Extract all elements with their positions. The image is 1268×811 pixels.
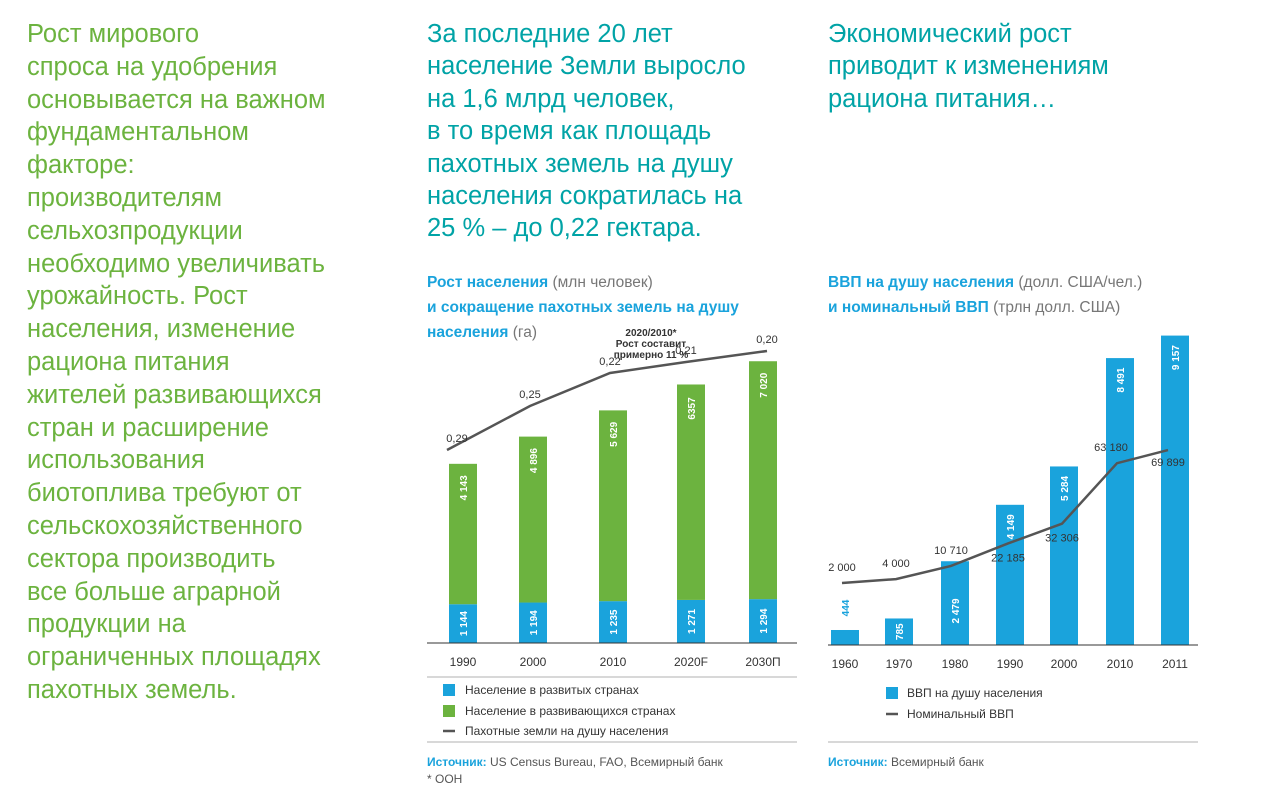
- legend-left-item-1: Население в развивающихся странах: [465, 704, 675, 718]
- bar-gdp-per-capita-1960: [831, 629, 859, 645]
- bar-developed-2000: [519, 602, 547, 643]
- label-nominal-gdp-1970: 4 000: [882, 558, 910, 570]
- title-arable-cont: населения: [427, 324, 509, 341]
- label-nominal-gdp-2011: 69 899: [1151, 457, 1185, 469]
- label-gdp-per-capita-1980: 2 479: [951, 598, 962, 623]
- bar-gdp-per-capita-1970: [885, 618, 913, 645]
- x-tick-right-1980: 1980: [942, 657, 969, 671]
- bar-gdp-per-capita-1990: [996, 504, 1024, 645]
- label-gdp-per-capita-2000: 5 284: [1060, 476, 1071, 501]
- label-gdp-per-capita-1970: 785: [895, 623, 906, 640]
- title-nominal-gdp-unit: (трлн долл. США): [993, 299, 1121, 316]
- label-developing-1990: 4 143: [459, 475, 470, 500]
- bar-developing-2000: [519, 436, 547, 603]
- annotation-line1: 2020/2010*: [625, 328, 676, 339]
- x-tick-right-1960: 1960: [832, 657, 859, 671]
- label-developed-2010: 1 235: [609, 609, 620, 634]
- bar-gdp-per-capita-2010: [1106, 358, 1134, 645]
- source-right: Источник: Всемирный банк: [828, 752, 984, 772]
- label-arable-2000: 0,25: [519, 389, 540, 401]
- legend-right-item-0: ВВП на душу населения: [907, 686, 1043, 700]
- source-left-label: Источник:: [427, 755, 487, 769]
- source-left: Источник: US Census Bureau, FAO, Всемирн…: [427, 752, 723, 772]
- label-arable-2010: 0,22: [599, 356, 620, 368]
- label-developing-2020F: 6357: [687, 397, 698, 420]
- bar-developed-2010: [599, 601, 627, 643]
- label-nominal-gdp-2010: 63 180: [1094, 442, 1128, 454]
- label-gdp-per-capita-1990: 4 149: [1006, 514, 1017, 539]
- bar-developed-2020F: [677, 599, 705, 643]
- source-left-text: US Census Bureau, FAO, Всемирный банк: [490, 755, 723, 769]
- x-tick-1990: 1990: [450, 655, 477, 669]
- bar-gdp-per-capita-2011: [1161, 335, 1189, 645]
- legend-left-item-2: Пахотные земли на душу населения: [465, 724, 668, 738]
- label-developed-1990: 1 144: [459, 611, 470, 636]
- bar-developed-1990: [449, 604, 477, 643]
- source-right-text: Всемирный банк: [891, 755, 984, 769]
- bar-developing-2030П: [749, 361, 777, 600]
- x-tick-2030П: 2030П: [745, 655, 780, 669]
- x-tick-2000: 2000: [520, 655, 547, 669]
- bar-developed-2030П: [749, 599, 777, 643]
- headline-economy: Экономический рост приводит к изменениям…: [828, 20, 1109, 113]
- label-nominal-gdp-1990: 22 185: [991, 552, 1025, 564]
- intro-text: Рост мирового спроса на удобрения основы…: [27, 20, 326, 704]
- label-gdp-per-capita-2011: 9 157: [1171, 345, 1182, 370]
- line-arable-land: [446, 349, 768, 452]
- source-right-label: Источник:: [828, 755, 888, 769]
- title-gdp-per-capita: ВВП на душу населения: [828, 274, 1015, 291]
- x-tick-2020F: 2020F: [674, 655, 708, 669]
- x-tick-right-2011: 2011: [1162, 657, 1188, 671]
- label-gdp-per-capita-2010: 8 491: [1116, 367, 1127, 392]
- headline-population: За последние 20 лет население Земли выро…: [427, 20, 746, 243]
- line-nominal-gdp: [841, 448, 1169, 585]
- bar-developing-2020F: [677, 384, 705, 600]
- title-arable: и сокращение пахотных земель на душу: [427, 299, 739, 316]
- label-gdp-per-capita-1960: 444: [841, 599, 852, 616]
- label-developed-2020F: 1 271: [687, 609, 698, 634]
- bar-developing-1990: [449, 463, 477, 605]
- bar-gdp-per-capita-1980: [941, 561, 969, 645]
- legend-right-item-1: Номинальный ВВП: [907, 707, 1014, 721]
- label-developing-2010: 5 629: [609, 421, 620, 446]
- x-tick-right-1990: 1990: [997, 657, 1024, 671]
- right-chart-title: ВВП на душу населения (долл. США/чел.) и…: [828, 270, 1208, 320]
- x-tick-right-1970: 1970: [886, 657, 913, 671]
- title-gdp-per-capita-unit: (долл. США/чел.): [1018, 274, 1143, 291]
- bar-developing-2010: [599, 410, 627, 602]
- legend-swatch-gdp-per-capita: [886, 687, 898, 699]
- label-nominal-gdp-1980: 10 710: [934, 545, 968, 557]
- legend-left-item-0: Население в развитых странах: [465, 683, 639, 697]
- title-population: Рост населения: [427, 274, 549, 291]
- annotation-line2: Рост составит: [616, 339, 686, 350]
- label-arable-1990: 0,29: [446, 433, 467, 445]
- legend-swatch-developed: [443, 684, 455, 696]
- label-developed-2030П: 1 294: [759, 608, 770, 633]
- footnote-un: * ООН: [427, 772, 463, 786]
- label-arable-2030П: 0,20: [756, 334, 777, 346]
- x-tick-right-2000: 2000: [1051, 657, 1078, 671]
- left-chart-title: Рост населения (млн человек) и сокращени…: [427, 270, 807, 345]
- label-developing-2000: 4 896: [529, 448, 540, 473]
- title-population-unit: (млн человек): [552, 274, 653, 291]
- label-developed-2000: 1 194: [529, 610, 540, 635]
- title-nominal-gdp: и номинальный ВВП: [828, 299, 989, 316]
- label-developing-2030П: 7 020: [759, 372, 770, 397]
- annotation-line3: примерно 11 %: [614, 350, 689, 361]
- legend-swatch-developing: [443, 705, 455, 717]
- x-tick-right-2010: 2010: [1107, 657, 1134, 671]
- label-nominal-gdp-1960: 2 000: [828, 562, 856, 574]
- bar-gdp-per-capita-2000: [1050, 466, 1078, 645]
- x-tick-2010: 2010: [600, 655, 627, 669]
- label-arable-2020F: 0,21: [675, 345, 696, 357]
- label-nominal-gdp-2000: 32 306: [1045, 533, 1079, 545]
- title-arable-unit: (га): [512, 324, 537, 341]
